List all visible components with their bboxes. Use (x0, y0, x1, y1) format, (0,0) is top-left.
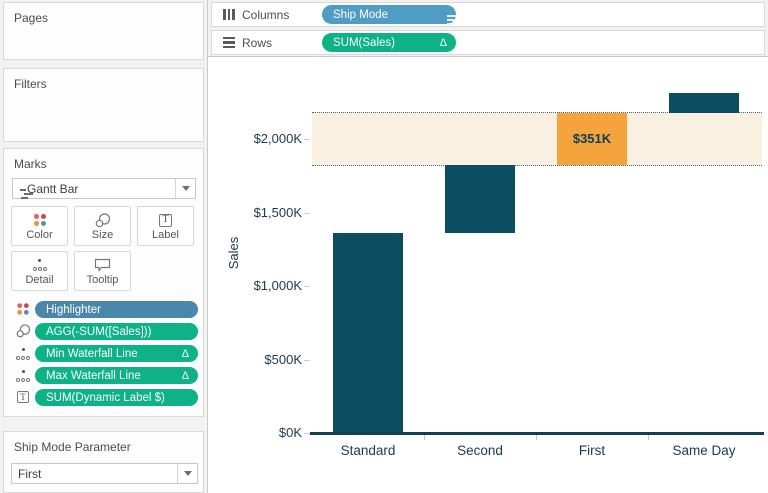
label-button[interactable]: T Label (137, 206, 194, 246)
delta-badge: Δ (181, 369, 189, 382)
parameter-card: Ship Mode Parameter First (3, 431, 204, 493)
pages-shelf-title: Pages (14, 11, 49, 25)
detail-icon (14, 370, 32, 383)
x-tick-mark (424, 435, 425, 440)
detail-button-label: Detail (25, 274, 54, 286)
label-button-label: Label (152, 229, 179, 241)
filters-shelf[interactable]: Filters (3, 68, 204, 142)
gantt-bar-first[interactable]: $351K (557, 113, 627, 165)
y-tick-mark (304, 359, 310, 361)
marks-pill-row: T SUM(Dynamic Label $) (13, 389, 198, 406)
gantt-bar-standard[interactable] (333, 233, 403, 433)
x-category-label: Second (457, 443, 503, 458)
x-axis-line (310, 432, 764, 435)
pill-ship-mode[interactable]: Ship Mode (322, 5, 457, 25)
delta-badge: Δ (439, 36, 447, 49)
detail-button[interactable]: Detail (11, 251, 68, 291)
x-category-label: Same Day (672, 443, 736, 458)
pill-max-waterfall-line[interactable]: Max Waterfall Line Δ (35, 367, 198, 384)
label-icon: T (138, 212, 193, 228)
y-tick-label: $2,000K (253, 131, 302, 147)
delta-badge: Δ (181, 347, 189, 360)
y-tick-label: $1,500K (253, 204, 302, 220)
y-tick-label: $500K (264, 351, 302, 367)
size-icon (14, 324, 32, 338)
y-tick-mark (304, 139, 310, 141)
parameter-dropdown[interactable]: First (11, 463, 198, 484)
y-tick-mark (304, 433, 310, 434)
marks-pill-row: AGG(-SUM([Sales])) (13, 323, 198, 340)
color-icon (12, 212, 67, 228)
waterfall-reference-band (312, 112, 762, 166)
marks-pill-row: Max Waterfall Line Δ (13, 367, 198, 384)
filters-shelf-title: Filters (14, 77, 47, 91)
y-tick-mark (304, 286, 310, 288)
gantt-bar-same-day[interactable] (669, 93, 739, 114)
pill-agg-sum-sales[interactable]: AGG(-SUM([Sales])) (35, 323, 198, 340)
tooltip-icon (75, 257, 130, 273)
x-category-label: Standard (340, 443, 396, 458)
mark-type-dropdown-arrow[interactable] (175, 179, 195, 198)
shelves-area: Columns Ship Mode Rows SUM(Sales) Δ (208, 0, 768, 57)
columns-icon (222, 9, 236, 20)
detail-icon (14, 348, 32, 361)
y-tick-label: $1,000K (253, 278, 302, 294)
rows-shelf[interactable]: Rows SUM(Sales) Δ (211, 30, 765, 55)
rows-icon (222, 37, 236, 48)
x-tick-mark (648, 435, 649, 440)
size-button[interactable]: Size (74, 206, 131, 246)
marks-pill-row: Min Waterfall Line Δ (13, 345, 198, 362)
y-tick-mark (304, 212, 310, 214)
x-category-label: First (578, 443, 606, 458)
gantt-bar-second[interactable] (445, 164, 515, 234)
marks-card-title: Marks (14, 157, 47, 171)
columns-shelf[interactable]: Columns Ship Mode (211, 2, 765, 27)
rows-shelf-label: Rows (242, 35, 273, 50)
columns-shelf-label: Columns (242, 7, 290, 22)
parameter-dropdown-arrow[interactable] (177, 464, 197, 483)
pill-sum-sales[interactable]: SUM(Sales) Δ (322, 33, 456, 52)
color-button[interactable]: Color (11, 206, 68, 246)
parameter-value: First (18, 466, 42, 481)
y-tick-label: $0K (278, 425, 302, 440)
parameter-card-title: Ship Mode Parameter (14, 440, 131, 454)
size-button-label: Size (91, 229, 114, 241)
pill-sum-dynamic-label[interactable]: SUM(Dynamic Label $) (35, 389, 198, 406)
left-panel: Pages Filters Marks Gantt Bar Color (0, 0, 208, 493)
pill-min-waterfall-line[interactable]: Min Waterfall Line Δ (35, 345, 198, 362)
marks-pill-row: Highlighter (13, 301, 198, 318)
tooltip-button-label: Tooltip (86, 274, 119, 286)
color-button-label: Color (26, 229, 53, 241)
pill-highlighter[interactable]: Highlighter (35, 301, 198, 318)
detail-icon (12, 257, 67, 273)
chart-area: Sales $0K $500K $1,000K $1,500K $2,000K $351K… (208, 57, 768, 493)
x-tick-mark (536, 435, 537, 440)
size-icon (75, 212, 130, 228)
tooltip-button[interactable]: Tooltip (74, 251, 131, 291)
label-icon: T (14, 391, 32, 403)
mark-type-dropdown[interactable]: Gantt Bar (12, 178, 196, 199)
mark-type-value: Gantt Bar (27, 181, 79, 196)
color-icon (14, 303, 32, 315)
pages-shelf[interactable]: Pages (3, 2, 204, 60)
bar-value-label: $351K (572, 131, 612, 147)
marks-card: Marks Gantt Bar Color (3, 148, 204, 417)
